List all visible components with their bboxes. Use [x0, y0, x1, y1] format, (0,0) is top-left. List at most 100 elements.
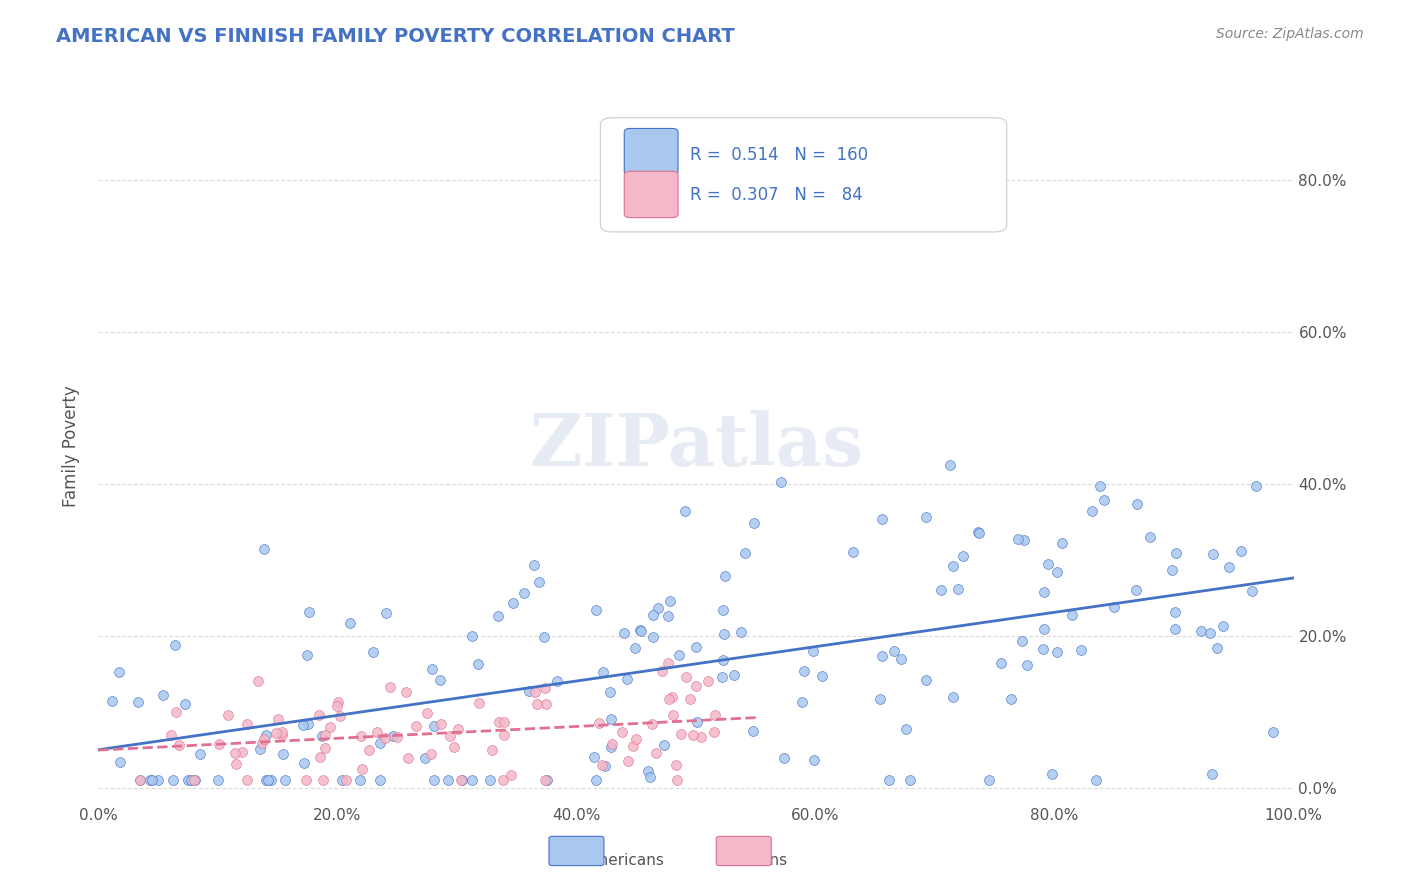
Point [1080, 504, 1102, 518]
FancyBboxPatch shape [624, 171, 678, 218]
Point [664, 757, 686, 772]
Point [328, 695, 350, 709]
Point [657, 656, 679, 670]
Point [295, 772, 318, 787]
Point [207, 772, 229, 787]
Point [162, 772, 184, 787]
Point [592, 665, 614, 680]
Point [657, 609, 679, 624]
Point [939, 458, 962, 472]
Point [1045, 645, 1067, 659]
Point [1244, 478, 1267, 492]
Point [630, 624, 652, 639]
Point [260, 772, 283, 787]
Point [461, 629, 484, 643]
Point [1011, 633, 1033, 648]
Point [591, 758, 613, 772]
Point [368, 772, 391, 787]
Point [127, 696, 149, 710]
Point [703, 724, 725, 739]
Point [637, 764, 659, 779]
Point [967, 526, 990, 541]
Point [534, 697, 557, 711]
Point [546, 673, 568, 688]
Point [387, 730, 409, 744]
Point [1241, 583, 1264, 598]
Point [585, 603, 607, 617]
Text: R =  0.514   N =  160: R = 0.514 N = 160 [690, 146, 868, 164]
Point [1090, 478, 1112, 492]
Point [311, 729, 333, 743]
Point [350, 762, 373, 776]
Point [249, 742, 271, 756]
Point [446, 722, 468, 736]
Point [713, 626, 735, 640]
Point [647, 601, 669, 615]
Point [236, 772, 259, 787]
Point [382, 729, 405, 743]
Point [330, 772, 353, 787]
Point [270, 725, 292, 739]
Point [292, 756, 315, 771]
Point [517, 684, 540, 698]
Point [894, 723, 917, 737]
Point [599, 685, 621, 699]
Point [368, 735, 391, 749]
Point [772, 751, 794, 765]
Point [461, 772, 484, 787]
Point [208, 737, 231, 751]
Point [616, 754, 638, 768]
Point [665, 772, 688, 787]
Point [1202, 548, 1225, 562]
Point [1164, 545, 1187, 559]
Point [396, 751, 419, 765]
Point [1199, 626, 1222, 640]
Point [451, 772, 474, 787]
Point [651, 664, 673, 678]
Point [600, 740, 623, 755]
Point [524, 685, 547, 699]
Point [101, 694, 124, 708]
Point [811, 669, 834, 683]
Point [1161, 563, 1184, 577]
Point [235, 716, 257, 731]
Point [1164, 623, 1187, 637]
Text: Source: ZipAtlas.com: Source: ZipAtlas.com [1216, 27, 1364, 41]
Point [349, 772, 371, 787]
Point [793, 665, 815, 679]
Point [1062, 608, 1084, 623]
Point [129, 772, 152, 787]
Point [641, 717, 664, 731]
Point [420, 662, 443, 676]
Point [600, 737, 623, 751]
Point [527, 574, 550, 589]
Point [312, 772, 335, 787]
Point [1032, 585, 1054, 599]
Point [652, 738, 675, 752]
Point [1126, 497, 1149, 511]
Text: AMERICAN VS FINNISH FAMILY POVERTY CORRELATION CHART: AMERICAN VS FINNISH FAMILY POVERTY CORRE… [56, 27, 735, 45]
Point [468, 696, 491, 710]
Point [1206, 641, 1229, 656]
Point [616, 672, 638, 686]
Point [869, 691, 891, 706]
Point [254, 728, 277, 742]
Point [741, 724, 763, 739]
Point [1218, 560, 1240, 574]
Point [479, 772, 502, 787]
Point [488, 608, 510, 623]
Point [183, 772, 205, 787]
Point [231, 745, 253, 759]
Point [669, 727, 692, 741]
Point [422, 772, 444, 787]
Point [165, 638, 187, 652]
Point [536, 772, 558, 787]
Point [180, 772, 202, 787]
Point [141, 772, 163, 787]
Point [533, 631, 555, 645]
Point [883, 643, 905, 657]
Point [184, 772, 207, 787]
FancyBboxPatch shape [548, 837, 605, 865]
Point [267, 712, 290, 726]
Point [1092, 492, 1115, 507]
